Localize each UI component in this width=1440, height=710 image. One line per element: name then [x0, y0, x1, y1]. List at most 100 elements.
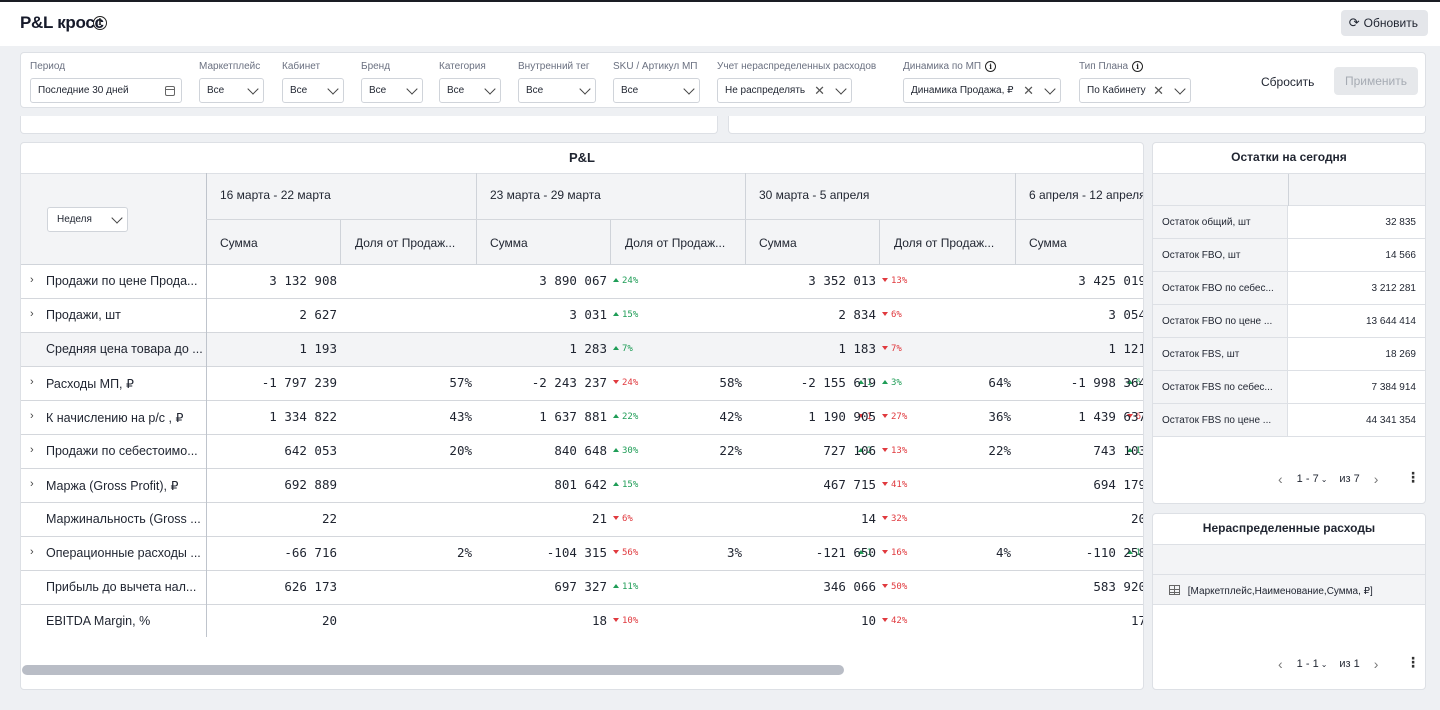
expand-row-icon[interactable]: › — [30, 308, 34, 320]
pagination: ‹ 1 - 7 ⌄ из 7 › — [1278, 471, 1379, 487]
cell-sum: 2 834 — [838, 307, 876, 322]
granularity-select[interactable]: Неделя — [47, 207, 128, 232]
brand-select[interactable]: Все — [361, 78, 423, 103]
period-select[interactable]: Последние 30 дней — [30, 78, 182, 103]
more-options-icon[interactable]: ⋮ — [1406, 654, 1420, 670]
cell-share: 57% — [449, 375, 472, 390]
more-options-icon[interactable]: ⋮ — [1406, 469, 1420, 485]
pl-panel: P&L Неделя 16 марта - 22 марта Сумма Доля … — [20, 142, 1144, 690]
column-header-share[interactable]: Доля от Продаж... — [625, 236, 726, 250]
cell-sum: 14 — [860, 511, 876, 526]
marketplace-select[interactable]: Все — [199, 78, 264, 103]
share-delta: 1 — [1126, 446, 1141, 456]
cell-sum: 3 890 067 — [539, 273, 607, 288]
clear-icon[interactable]: ✕ — [1023, 83, 1034, 98]
pl-table[interactable]: Неделя 16 марта - 22 марта Сумма Доля от П… — [21, 173, 1143, 637]
internal-tag-select[interactable]: Все — [518, 78, 596, 103]
table-row[interactable]: › Продажи по себестоимо... 642 053 20% 840 6… — [21, 435, 1143, 469]
cell-delta: 27% — [882, 412, 907, 422]
refresh-label: Обновить — [1363, 16, 1418, 30]
info-icon[interactable]: i — [93, 16, 107, 30]
expand-row-icon[interactable]: › — [30, 410, 34, 422]
plan-type-select[interactable]: По Кабинету ✕ — [1079, 78, 1191, 103]
dynamics-select[interactable]: Динамика Продажа, ₽ ✕ — [903, 78, 1061, 103]
filter-label: SKU / Артикул МП — [613, 60, 698, 72]
table-row[interactable]: Прибыль до вычета нал... 626 173 697 327 11… — [21, 571, 1143, 605]
filter-sku: SKU / Артикул МП Все — [613, 59, 700, 103]
cell-share: 58% — [719, 375, 742, 390]
column-header-sum[interactable]: Сумма — [1029, 236, 1067, 250]
table-row[interactable]: › К начислению на р/с , ₽1 334 822 43% 1 63… — [21, 401, 1143, 435]
cell-sum: 743 103 — [1093, 443, 1143, 458]
cell-sum: 697 327 — [554, 579, 607, 594]
row-label: Остаток FBO по цене ... — [1153, 305, 1288, 337]
filter-dynamics: Динамика по МП i Динамика Продажа, ₽ ✕ — [903, 59, 1061, 103]
cabinet-select[interactable]: Все — [282, 78, 344, 103]
filter-cabinet: Кабинет Все — [282, 59, 344, 103]
table-row[interactable]: Маржинальность (Gross ...22216%1432%2045… — [21, 503, 1143, 537]
reset-button[interactable]: Сбросить — [1261, 75, 1315, 89]
period-header: 23 марта - 29 марта — [490, 188, 601, 202]
cell-sum: 626 173 — [284, 579, 337, 594]
filter-bar: Период Последние 30 дней Маркетплейс Все… — [20, 52, 1426, 108]
chevron-down-icon — [579, 82, 591, 95]
arrow-down-icon — [613, 516, 619, 520]
info-icon[interactable]: i — [1132, 60, 1144, 72]
refresh-icon: ⟳ — [1348, 15, 1360, 30]
cell-sum: 694 179 — [1093, 477, 1143, 492]
panel-title: Нераспределенные расходы — [1202, 521, 1376, 535]
clear-icon[interactable]: ✕ — [814, 83, 825, 98]
table-row[interactable]: Средняя цена товара до ... 1 193 1 283 7% 1 … — [21, 333, 1143, 367]
sku-select[interactable]: Все — [613, 78, 700, 103]
row-divider — [21, 468, 1143, 469]
column-header-share[interactable]: Доля от Продаж... — [894, 236, 995, 250]
column-header-sum[interactable]: Сумма — [220, 236, 258, 250]
share-delta: 6 — [1126, 412, 1141, 422]
table-row[interactable]: › Операционные расходы ... -66 716 2% -104 3… — [21, 537, 1143, 571]
share-delta: 1 — [1126, 548, 1141, 558]
unallocated-select[interactable]: Не распределять ✕ — [717, 78, 852, 103]
clear-icon[interactable]: ✕ — [1153, 83, 1164, 98]
cell-sum: -1 797 239 — [261, 375, 337, 390]
expand-row-icon[interactable]: › — [30, 274, 34, 286]
chevron-down-icon[interactable]: ⌄ — [1320, 659, 1328, 669]
expand-row-icon[interactable]: › — [30, 444, 34, 456]
arrow-down-icon — [857, 414, 864, 418]
expand-row-icon[interactable]: › — [30, 478, 34, 490]
chevron-down-icon — [111, 211, 123, 224]
apply-button[interactable]: Применить — [1334, 67, 1418, 95]
prev-page-icon[interactable]: ‹ — [1278, 656, 1283, 672]
next-page-icon[interactable]: › — [1373, 471, 1379, 487]
column-header-sum[interactable]: Сумма — [759, 236, 797, 250]
prev-page-icon[interactable]: ‹ — [1278, 471, 1283, 487]
column-header-share[interactable]: Доля от Продаж... — [355, 236, 456, 250]
row-divider — [21, 332, 1143, 333]
expand-row-icon[interactable]: › — [30, 376, 34, 388]
next-page-icon[interactable]: › — [1373, 656, 1379, 672]
cell-share: 42% — [719, 409, 742, 424]
table-icon — [1169, 585, 1180, 595]
info-icon[interactable]: i — [985, 60, 997, 72]
table-row: Остаток FBO, шт 14 566 — [1153, 239, 1425, 272]
horizontal-scrollbar[interactable] — [22, 665, 844, 675]
table-row[interactable]: › Маржа (Gross Profit), ₽ 692 889 801 642 15… — [21, 469, 1143, 503]
refresh-button[interactable]: ⟳ Обновить — [1340, 10, 1428, 36]
column-header-sum[interactable]: Сумма — [490, 236, 528, 250]
cell-sum: 3 352 013 — [808, 273, 876, 288]
category-select[interactable]: Все — [439, 78, 501, 103]
expand-row-icon[interactable]: › — [30, 546, 34, 558]
row-value: 13 644 414 — [1365, 316, 1416, 327]
cell-delta: 11% — [613, 582, 638, 592]
table-row[interactable]: › Продажи по цене Прода... 3 132 908 3 890 … — [21, 265, 1143, 299]
share-delta: 1 — [857, 378, 872, 388]
chevron-down-icon[interactable]: ⌄ — [1320, 474, 1328, 484]
row-divider — [21, 298, 1143, 299]
row-value: 44 341 354 — [1365, 415, 1416, 426]
cell-sum: -2 243 237 — [531, 375, 607, 390]
table-row[interactable]: › Расходы МП, ₽ -1 797 239 57% -2 243 237 24%… — [21, 367, 1143, 401]
arrow-up-icon — [613, 414, 619, 418]
cell-sum: 583 920 — [1093, 579, 1143, 594]
cell-sum: 3 425 019 — [1078, 273, 1143, 288]
